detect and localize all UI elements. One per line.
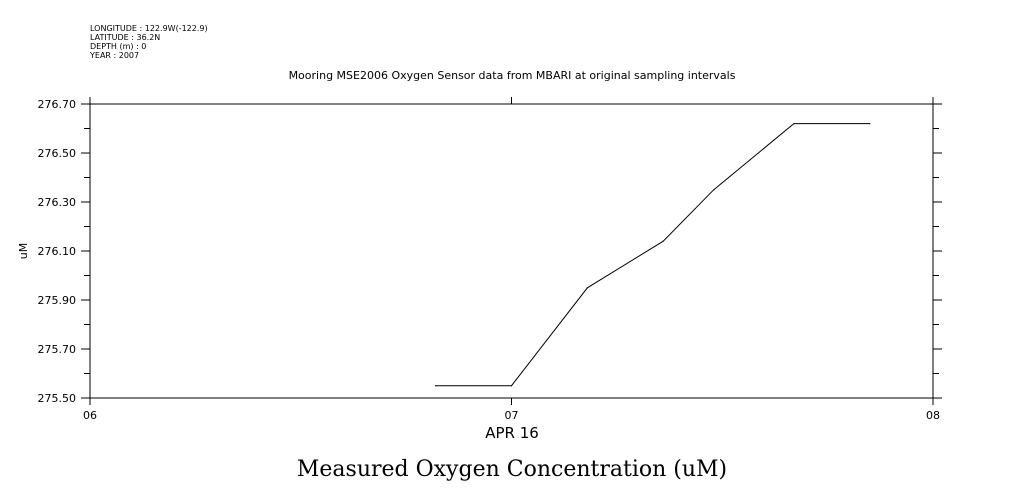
x-tick-label: 08 bbox=[926, 409, 940, 422]
y-tick-label: 275.70 bbox=[38, 343, 77, 356]
data-point bbox=[713, 189, 715, 191]
data-point bbox=[510, 385, 513, 387]
data-point bbox=[662, 240, 664, 242]
data-point bbox=[793, 123, 795, 125]
oxygen-series-line bbox=[435, 123, 870, 387]
y-tick-label: 276.70 bbox=[38, 98, 77, 111]
data-point bbox=[869, 123, 871, 125]
x-axis-label: APR 16 bbox=[485, 424, 539, 442]
x-tick-label: 07 bbox=[505, 409, 519, 422]
depth-label: DEPTH (m) : 0 bbox=[90, 42, 146, 51]
plot-frame bbox=[89, 103, 934, 399]
oxygen-series-points bbox=[435, 123, 871, 387]
y-axis: 275.50 275.70 275.90 276.10 276.30 276.50 276.… bbox=[38, 98, 942, 405]
chart-title: Mooring MSE2006 Oxygen Sensor data from … bbox=[289, 69, 736, 82]
data-point bbox=[435, 385, 437, 387]
y-tick-label: 275.50 bbox=[38, 392, 77, 405]
y-tick-label: 275.90 bbox=[38, 294, 77, 307]
y-tick-label: 276.10 bbox=[38, 245, 77, 258]
latitude-label: LATITUDE : 36.2N bbox=[90, 33, 160, 42]
y-axis-label: uM bbox=[17, 243, 30, 259]
bottom-caption: Measured Oxygen Concentration (uM) bbox=[297, 457, 727, 482]
y-tick-label: 276.50 bbox=[38, 147, 77, 160]
x-tick-label: 06 bbox=[83, 409, 97, 422]
data-point bbox=[586, 287, 588, 289]
x-axis: 06 07 08 bbox=[83, 97, 940, 422]
y-tick-label: 276.30 bbox=[38, 196, 77, 209]
year-label: YEAR : 2007 bbox=[89, 51, 139, 60]
longitude-label: LONGITUDE : 122.9W(-122.9) bbox=[90, 24, 208, 33]
